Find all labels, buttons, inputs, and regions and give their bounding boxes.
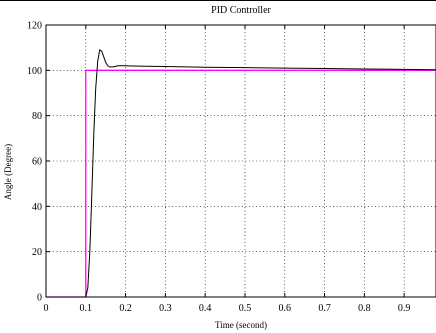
y-tick-labels: 0 20 40 60 80 100 120 <box>27 21 42 304</box>
y-tick-label: 0 <box>37 293 42 304</box>
x-tick-label: 0.7 <box>318 303 331 314</box>
x-tick-label: 0.2 <box>119 303 132 314</box>
x-tick-label: 0.6 <box>279 303 292 314</box>
y-tick-label: 100 <box>27 66 42 77</box>
y-tick-label: 80 <box>32 111 42 122</box>
x-tick-label: 0.3 <box>159 303 172 314</box>
x-tick-label: 0 <box>44 303 49 314</box>
y-tick-label: 60 <box>32 157 42 168</box>
x-tick-label: 0.1 <box>80 303 93 314</box>
y-tick-label: 20 <box>32 247 42 258</box>
x-axis-label: Time (second) <box>215 320 267 330</box>
x-tick-label: 0.8 <box>358 303 371 314</box>
chart-title: PID Controller <box>211 5 271 16</box>
x-tick-label: 0.5 <box>239 303 252 314</box>
plot-area: 0 0.1 0.2 0.3 0.4 0.5 0.6 0.7 0.8 0.9 0 20 40 60 80 10… <box>27 21 436 314</box>
y-tick-label: 120 <box>27 21 42 32</box>
x-tick-labels: 0 0.1 0.2 0.3 0.4 0.5 0.6 0.7 0.8 0.9 <box>44 303 411 314</box>
y-tick-label: 40 <box>32 202 42 213</box>
y-axis-label: Angle (Degree) <box>3 144 13 200</box>
series-layer <box>46 49 436 298</box>
x-tick-label: 0.9 <box>398 303 411 314</box>
response-line <box>46 49 436 298</box>
axes-box <box>45 24 436 298</box>
x-tick-label: 0.4 <box>199 303 212 314</box>
